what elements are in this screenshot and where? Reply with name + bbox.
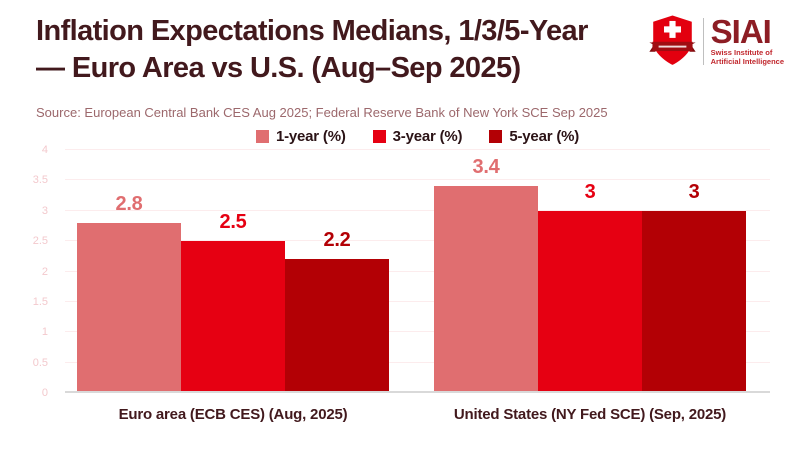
bar-slot: 2.5: [181, 150, 285, 393]
page-title: Inflation Expectations Medians, 1/3/5-Ye…: [36, 13, 656, 87]
y-tick-label: 0: [41, 387, 48, 399]
legend-item: 5-year (%): [489, 128, 579, 145]
bar: [538, 210, 642, 393]
bar-slot: 3: [642, 150, 746, 393]
bar-value-label: 3.4: [472, 156, 500, 179]
legend-swatch-icon: [372, 130, 386, 143]
gridline: [65, 331, 770, 333]
plot-area: 2.8 2.5 2.2 3.4 3 3: [65, 149, 770, 393]
bar-value-label: 3: [688, 180, 700, 203]
gridline: [65, 361, 770, 363]
gridline: [65, 209, 770, 211]
bar-slot: 2.2: [285, 150, 389, 393]
bar-slot: 3: [538, 150, 642, 393]
bar: [285, 259, 389, 393]
y-tick-label: 0.5: [32, 356, 48, 369]
y-tick-label: 2.5: [32, 235, 48, 248]
gridline: [65, 240, 770, 242]
legend-item: 1-year (%): [255, 128, 346, 145]
gridline: [65, 179, 770, 181]
logo-acronym: SIAI: [710, 13, 772, 50]
bar-group: 2.8 2.5 2.2: [77, 150, 389, 393]
bar-slot: 3.4: [434, 150, 538, 393]
y-axis-tick-labels: 4 3.5 3 2.5 2 1.5 1 0.5 0: [0, 144, 52, 399]
swiss-shield-icon: [648, 15, 696, 65]
y-tick-label: 4: [41, 144, 48, 156]
logo-subtitle-line-1: Swiss Institute of: [710, 48, 773, 57]
title-line-1: Inflation Expectations Medians, 1/3/5-Ye…: [36, 15, 588, 47]
logo-divider: [702, 17, 704, 65]
bar: [77, 222, 181, 393]
y-tick-label: 1.5: [32, 295, 48, 308]
source-attribution: Source: European Central Bank CES Aug 20…: [36, 105, 608, 120]
bar: [181, 241, 285, 393]
title-line-2: — Euro Area vs U.S. (Aug–Sep 2025): [36, 52, 521, 84]
bar-value-label: 2.5: [219, 211, 247, 234]
legend-item: 3-year (%): [372, 128, 463, 145]
x-axis-labels: Euro area (ECB CES) (Aug, 2025) United St…: [65, 406, 770, 430]
y-tick-label: 3: [41, 204, 48, 217]
logo-text: SIAI Swiss Institute of Artificial Intel…: [710, 13, 784, 66]
legend-label: 3-year (%): [392, 128, 463, 145]
siai-logo: SIAI Swiss Institute of Artificial Intel…: [648, 13, 784, 68]
x-axis-baseline: [65, 391, 770, 393]
bar-value-label: 2.2: [323, 229, 351, 252]
bar-group: 3.4 3 3: [434, 150, 746, 393]
x-axis-category-label: Euro area (ECB CES) (Aug, 2025): [118, 406, 348, 423]
gridline: [65, 149, 770, 150]
logo-subtitle-line-2: Artificial Intelligence: [710, 57, 784, 66]
x-axis-category-label: United States (NY Fed SCE) (Sep, 2025): [453, 406, 727, 423]
y-tick-label: 3.5: [32, 174, 48, 187]
legend-label: 1-year (%): [275, 128, 346, 145]
gridline: [65, 300, 770, 302]
legend-swatch-icon: [489, 130, 503, 143]
bar-value-label: 3: [584, 180, 596, 203]
bar: [434, 186, 538, 393]
bar-slot: 2.8: [77, 150, 181, 393]
gridline: [65, 270, 770, 272]
legend-label: 5-year (%): [509, 128, 580, 145]
chart-legend: 1-year (%) 3-year (%) 5-year (%): [65, 128, 770, 145]
bar: [642, 210, 746, 393]
bar-value-label: 2.8: [115, 192, 143, 215]
legend-swatch-icon: [255, 130, 269, 143]
y-tick-label: 2: [41, 265, 48, 278]
y-tick-label: 1: [41, 326, 48, 339]
